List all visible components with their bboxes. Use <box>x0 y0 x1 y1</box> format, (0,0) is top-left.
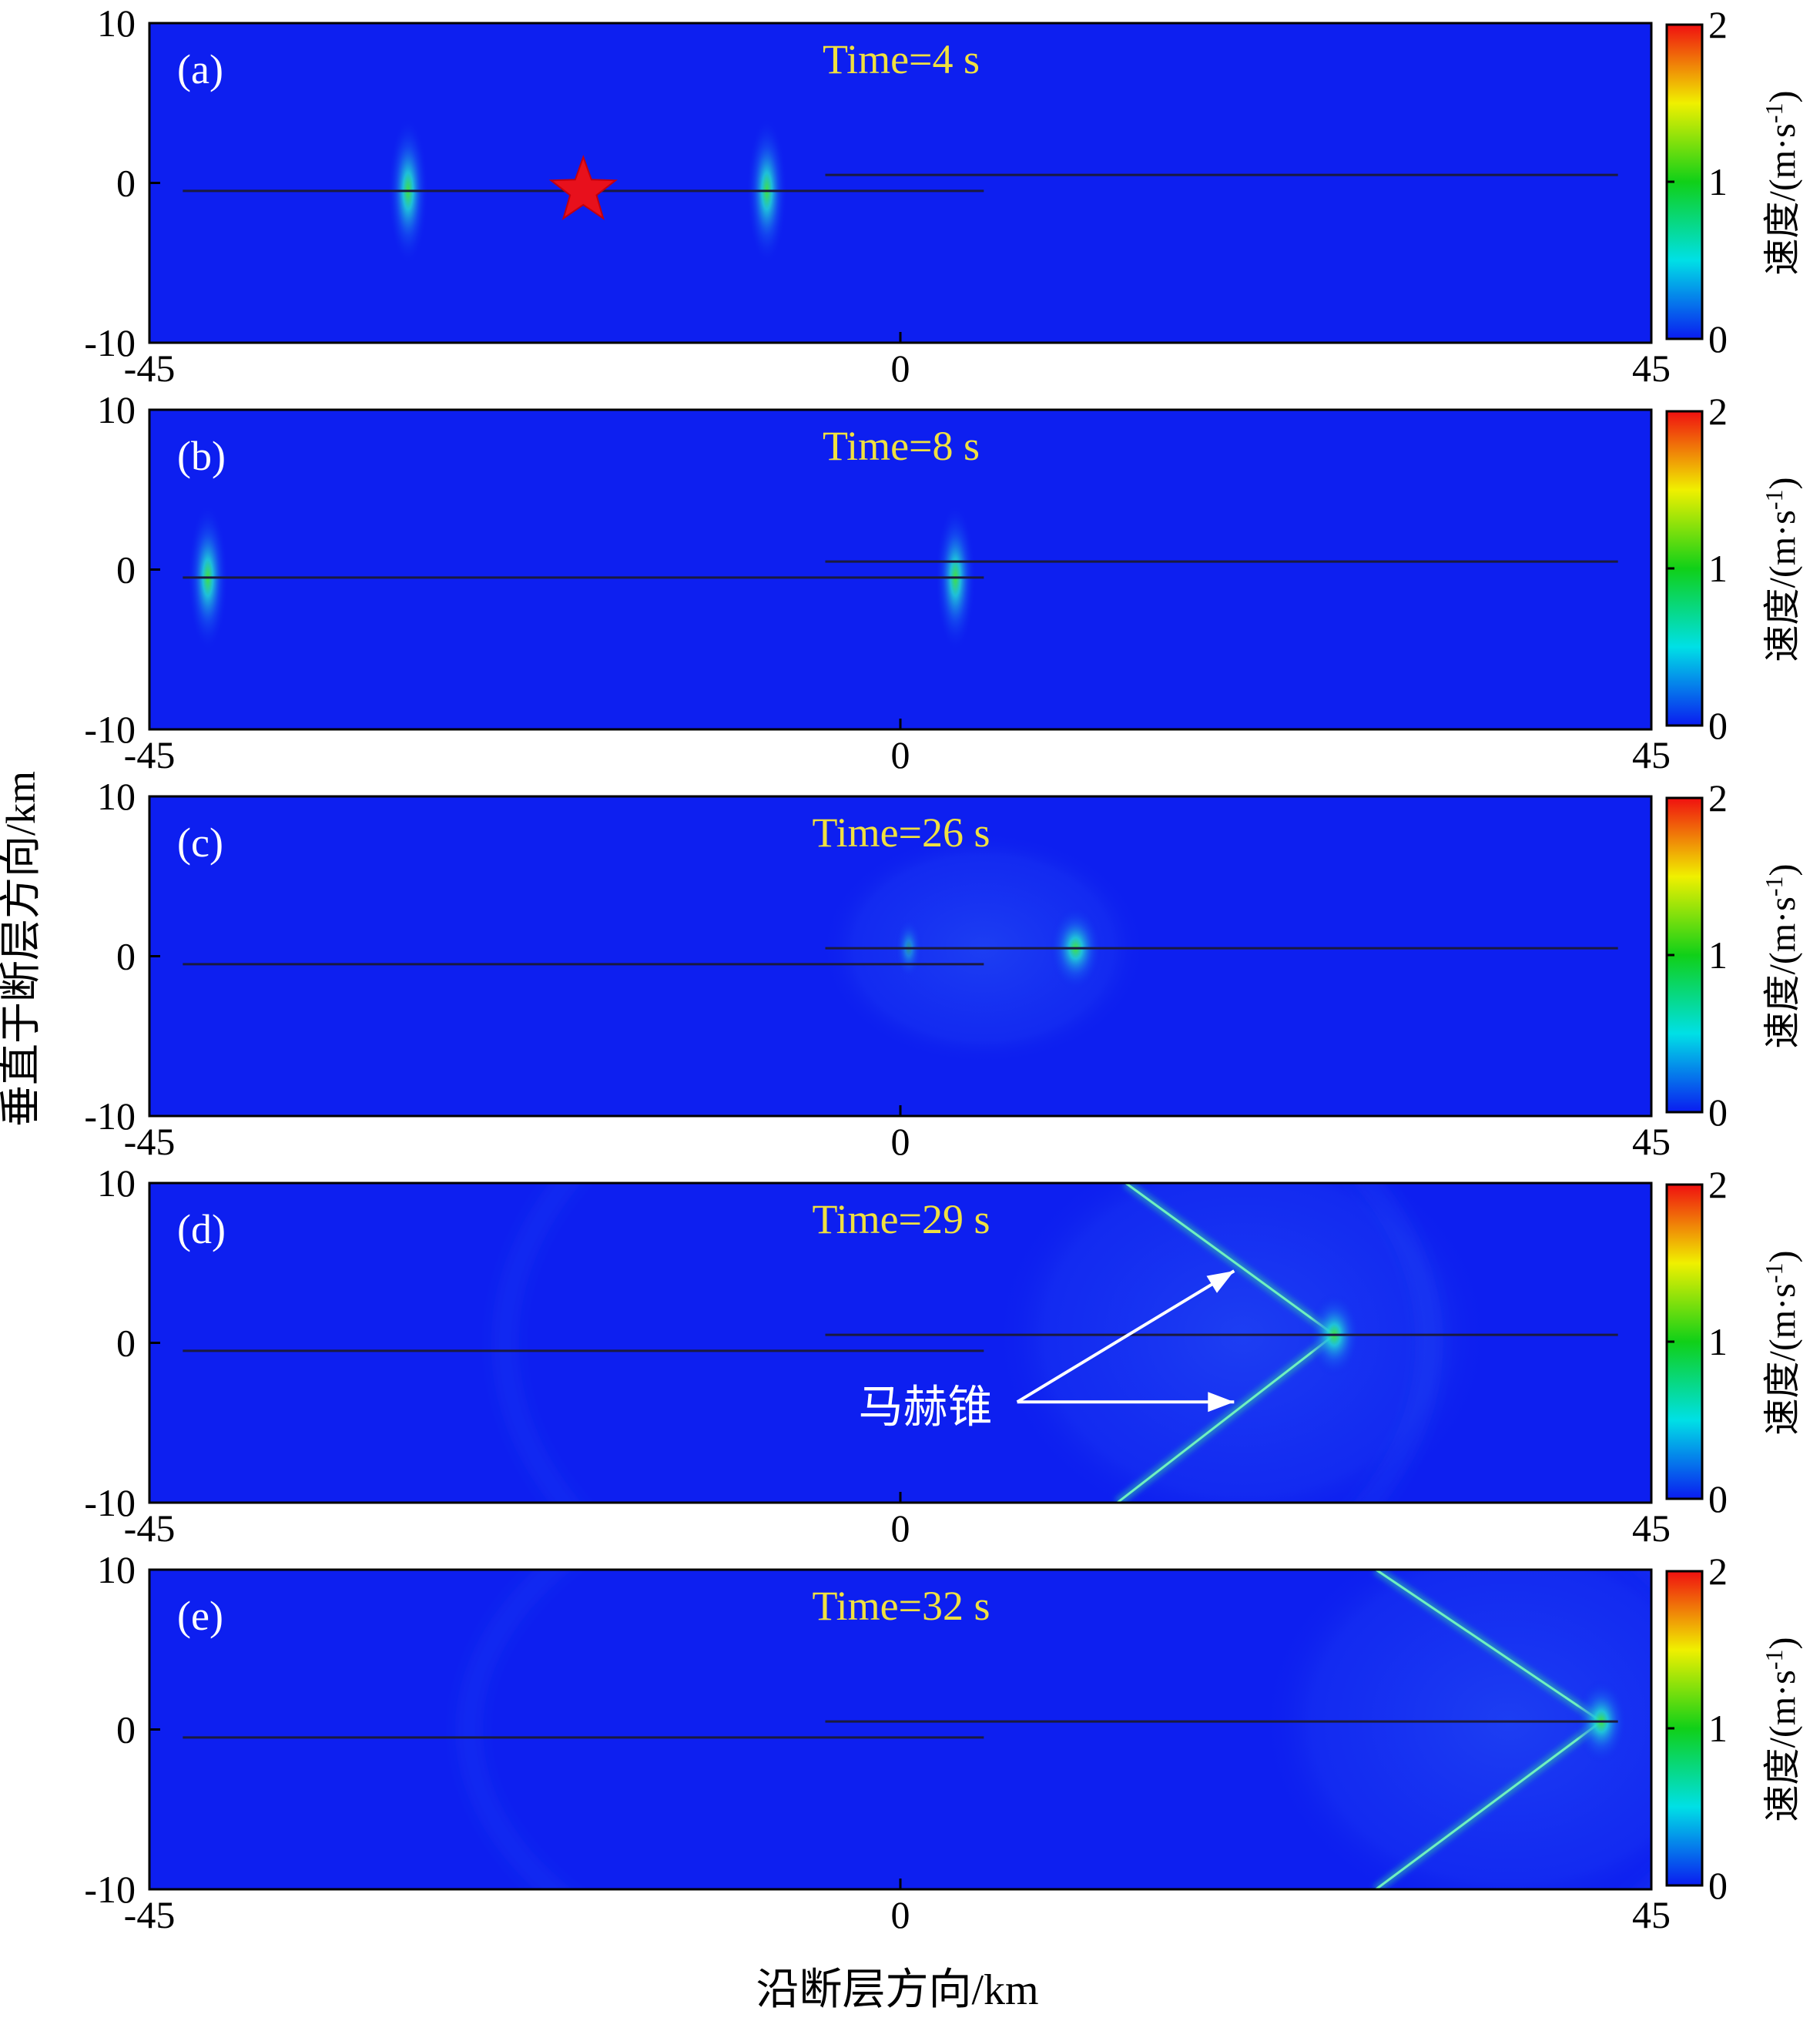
wave-halo <box>995 1183 1489 1503</box>
colorbar-tick-label: 1 <box>1708 1707 1728 1750</box>
colorbar-label: 速度/(m·s-1) <box>1760 864 1803 1049</box>
arrowhead-icon <box>1206 1271 1235 1293</box>
x-tick-label: 45 <box>1632 1893 1671 1936</box>
y-tick-label: -10 <box>84 1094 136 1138</box>
y-tick-label: 10 <box>97 2 136 45</box>
colorbar-tick-label: 1 <box>1708 933 1728 977</box>
heatmap-field <box>183 1570 1651 1889</box>
heatmap-field <box>183 1183 1618 1503</box>
x-tick-label: 0 <box>891 1893 910 1936</box>
colorbar-tick-label: 0 <box>1708 704 1728 747</box>
colorbar-label: 速度/(m·s-1) <box>1760 91 1803 276</box>
y-tick-label: 10 <box>97 1548 136 1591</box>
colorbar-tick-label: 2 <box>1708 390 1728 433</box>
x-tick-label: -45 <box>124 733 176 776</box>
panel-title: Time=29 s <box>812 1196 990 1242</box>
y-tick-label: 0 <box>116 1322 136 1365</box>
mach-cone-upper-core <box>1375 1570 1602 1723</box>
colorbar-tick-label: 0 <box>1708 1091 1728 1134</box>
colorbar-tick-label: 2 <box>1708 1163 1728 1206</box>
panel-title: Time=4 s <box>823 36 980 82</box>
heatmap-field <box>183 504 1618 651</box>
panel-label: (a) <box>177 46 223 92</box>
panel-label: (b) <box>177 433 226 479</box>
colorbar-tick-label: 1 <box>1708 160 1728 203</box>
mach-cone-lower-core <box>1375 1720 1602 1889</box>
x-axis-label: 沿断层方向/km <box>756 1966 1038 2014</box>
x-tick-label: 0 <box>891 1120 910 1163</box>
x-tick-label: 45 <box>1632 1507 1671 1550</box>
x-tick-label: 45 <box>1632 347 1671 390</box>
y-tick-label: -10 <box>84 1868 136 1911</box>
colorbar-label: 速度/(m·s-1) <box>1760 1637 1803 1822</box>
wavefront-arc <box>465 1570 1651 1889</box>
y-axis-label: 垂直于断层方向/km <box>0 771 44 1127</box>
x-tick-label: 45 <box>1632 1120 1671 1163</box>
y-tick-label: -10 <box>84 1481 136 1524</box>
x-tick-label: -45 <box>124 1120 176 1163</box>
annotation-arrow <box>1016 1269 1235 1403</box>
x-tick-label: 0 <box>891 1507 910 1550</box>
colorbar-tick-label: 2 <box>1708 1550 1728 1593</box>
y-tick-label: 0 <box>116 935 136 978</box>
wave-halo <box>1262 1570 1651 1889</box>
y-tick-label: -10 <box>84 708 136 751</box>
x-tick-label: -45 <box>124 347 176 390</box>
colorbar-tick-label: 2 <box>1708 776 1728 819</box>
colorbar-tick-label: 0 <box>1708 1477 1728 1520</box>
colorbar-tick-label: 1 <box>1708 1320 1728 1363</box>
mach-cone-annotation: 马赫锥 <box>858 1383 992 1433</box>
colorbar-label: 速度/(m·s-1) <box>1760 1251 1803 1436</box>
panel-title: Time=32 s <box>812 1583 990 1629</box>
panel-title: Time=26 s <box>812 809 990 856</box>
y-tick-label: 0 <box>116 162 136 205</box>
colorbar-label: 速度/(m·s-1) <box>1760 478 1803 662</box>
hypocenter-star-icon <box>548 154 618 220</box>
y-tick-label: 10 <box>97 388 136 431</box>
x-tick-label: 0 <box>891 347 910 390</box>
heatmap-background <box>149 410 1651 729</box>
y-tick-label: 10 <box>97 1161 136 1205</box>
colorbar-tick-label: 0 <box>1708 317 1728 360</box>
panel-title: Time=8 s <box>823 423 980 469</box>
x-tick-label: 0 <box>891 733 910 776</box>
y-tick-label: 0 <box>116 548 136 592</box>
heatmap-field <box>183 117 1618 264</box>
x-tick-label: -45 <box>124 1893 176 1936</box>
x-tick-label: 45 <box>1632 733 1671 776</box>
panel-label: (d) <box>177 1206 226 1252</box>
panel-label: (e) <box>177 1593 223 1639</box>
colorbar-tick-label: 0 <box>1708 1864 1728 1907</box>
panel-label: (c) <box>177 819 223 866</box>
colorbar-tick-label: 2 <box>1708 3 1728 46</box>
colorbar-tick-label: 1 <box>1708 547 1728 590</box>
mach-cone-lower-core <box>1116 1333 1336 1503</box>
y-tick-label: 10 <box>97 775 136 818</box>
y-tick-label: 0 <box>116 1708 136 1751</box>
heatmap-field <box>183 833 1618 1064</box>
x-tick-label: -45 <box>124 1507 176 1550</box>
wavefront-arc <box>501 1183 1433 1503</box>
y-tick-label: -10 <box>84 321 136 364</box>
mach-cone-upper-core <box>1125 1183 1336 1336</box>
arrowhead-icon <box>1208 1392 1235 1413</box>
